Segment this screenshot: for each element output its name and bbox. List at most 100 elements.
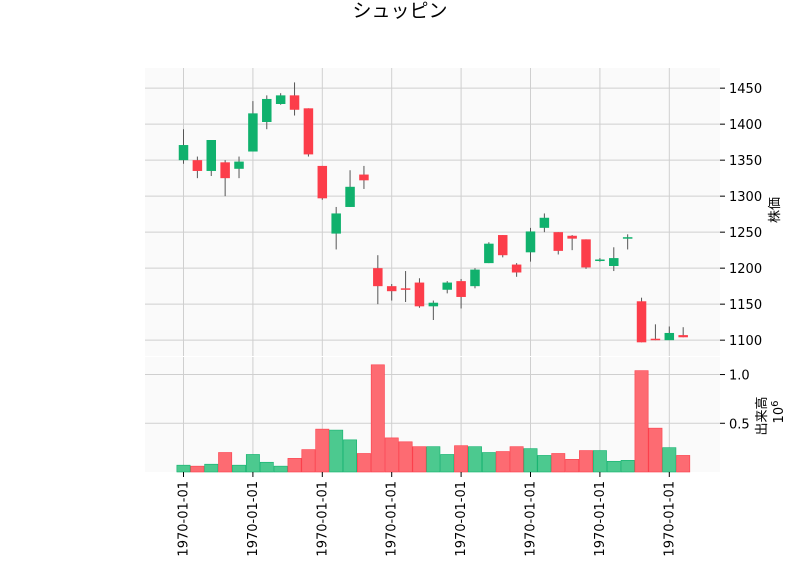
- volume-bar: [676, 455, 691, 473]
- candle-body-down: [220, 162, 230, 179]
- candle-body-up: [470, 269, 480, 287]
- volume-exponent-base: 10: [772, 407, 787, 424]
- candle-body-down: [386, 286, 397, 292]
- volume-bar: [565, 459, 580, 473]
- volume-bar: [468, 446, 482, 473]
- price-panel-background: [145, 68, 720, 356]
- volume-bar: [579, 450, 593, 473]
- candle-body-up: [206, 140, 217, 171]
- candle-body-up: [442, 282, 452, 290]
- volume-exponent-label: 106: [770, 401, 788, 424]
- candle-body-down: [303, 108, 314, 155]
- volume-bar: [509, 446, 524, 473]
- volume-bar: [592, 450, 607, 473]
- volume-y-tick-label: 0.5: [729, 417, 750, 432]
- volume-bar: [204, 463, 219, 473]
- volume-bar: [454, 445, 469, 473]
- candle-body-up: [262, 98, 272, 122]
- volume-bar: [190, 465, 205, 473]
- volume-y-axis: 0.5 1.0: [720, 369, 750, 432]
- volume-bar: [440, 454, 455, 473]
- volume-bar: [356, 453, 371, 473]
- price-gridlines: [145, 68, 720, 356]
- volume-bar: [398, 441, 413, 473]
- price-y-tick-label: 1100: [729, 334, 762, 349]
- candle-body-up: [331, 213, 341, 234]
- candle-body-up: [248, 113, 258, 152]
- x-tick-label: 1970-01-01: [246, 481, 261, 557]
- candle-body-down: [192, 160, 203, 171]
- price-y-tick-label: 1400: [729, 118, 762, 133]
- price-y-tick-label: 1250: [729, 226, 762, 241]
- candle-body-up: [275, 95, 286, 104]
- volume-bar: [343, 439, 358, 473]
- volume-bar: [370, 364, 385, 473]
- volume-y-axis-label: 出来高: [754, 396, 770, 435]
- candle-body-down: [456, 281, 466, 297]
- x-tick-label: 1970-01-01: [385, 481, 400, 557]
- candle-body-up: [595, 259, 605, 262]
- x-tick-label: 1970-01-01: [177, 481, 192, 557]
- candle-body-up: [428, 302, 439, 307]
- volume-bar: [259, 461, 274, 473]
- candle-body-down: [497, 235, 508, 256]
- volume-y-axis-label-group: 出来高 106: [754, 396, 787, 435]
- volume-y-tick-label: 1.0: [729, 369, 750, 384]
- candle-body-up: [345, 186, 355, 207]
- candle-body-up: [539, 217, 550, 228]
- candle-body-down: [317, 165, 328, 199]
- candle-body-down: [511, 264, 522, 273]
- price-y-axis: 1100 1150 1200 1250 1300 1350 1400 1450: [720, 82, 762, 349]
- price-y-tick-label: 1300: [729, 190, 762, 205]
- volume-bar: [495, 451, 510, 473]
- volume-bar: [287, 458, 302, 473]
- volume-bar: [218, 452, 233, 473]
- volume-bar: [620, 460, 635, 473]
- volume-bar: [232, 464, 246, 473]
- price-y-tick-label: 1450: [729, 82, 762, 97]
- volume-bar: [523, 448, 538, 473]
- volume-bar: [315, 428, 330, 473]
- volume-panel: 0.5 1.0 出来高 106: [145, 357, 787, 473]
- candle-body-down: [553, 232, 564, 251]
- candle-body-up: [178, 145, 189, 161]
- candle-body-down: [373, 268, 383, 287]
- candle-body-down: [678, 335, 688, 338]
- candle-body-down: [567, 235, 577, 239]
- price-y-tick-label: 1200: [729, 262, 762, 277]
- candle-body-down: [650, 338, 661, 341]
- candle-body-down: [359, 174, 369, 181]
- volume-bar: [662, 447, 677, 473]
- volume-bar: [537, 455, 552, 473]
- candle-body-down: [289, 95, 300, 110]
- volume-bar: [606, 460, 621, 473]
- volume-exponent-power: 6: [770, 401, 781, 407]
- volume-bar: [329, 429, 344, 473]
- volume-bar: [384, 437, 399, 473]
- x-tick-label: 1970-01-01: [524, 481, 539, 557]
- chart-title: シュッピン: [352, 0, 447, 22]
- candle-body-down: [581, 239, 591, 268]
- candle-body-up: [609, 258, 619, 266]
- x-axis: 1970-01-01 1970-01-01 1970-01-01 1970-01-01…: [177, 472, 677, 557]
- price-y-axis-label: 株価: [768, 197, 783, 223]
- candle-body-down: [414, 282, 425, 307]
- candle-body-down: [400, 288, 411, 290]
- candles: [178, 82, 688, 343]
- x-tick-label: 1970-01-01: [315, 481, 330, 557]
- volume-bars: [176, 364, 691, 473]
- price-y-tick-label: 1150: [729, 298, 762, 313]
- volume-bar: [551, 453, 566, 473]
- x-tick-label: 1970-01-01: [593, 481, 608, 557]
- price-y-tick-label: 1350: [729, 154, 762, 169]
- volume-bar: [481, 452, 496, 473]
- candle-body-up: [525, 231, 536, 253]
- price-panel: 1100 1150 1200 1250 1300 1350 1400 1450 株価: [145, 68, 783, 356]
- candle-body-up: [622, 237, 633, 239]
- volume-bar: [648, 427, 663, 473]
- volume-bar: [245, 454, 260, 473]
- x-tick-label: 1970-01-01: [454, 481, 469, 557]
- candle-body-up: [234, 161, 244, 169]
- volume-bar: [426, 446, 441, 473]
